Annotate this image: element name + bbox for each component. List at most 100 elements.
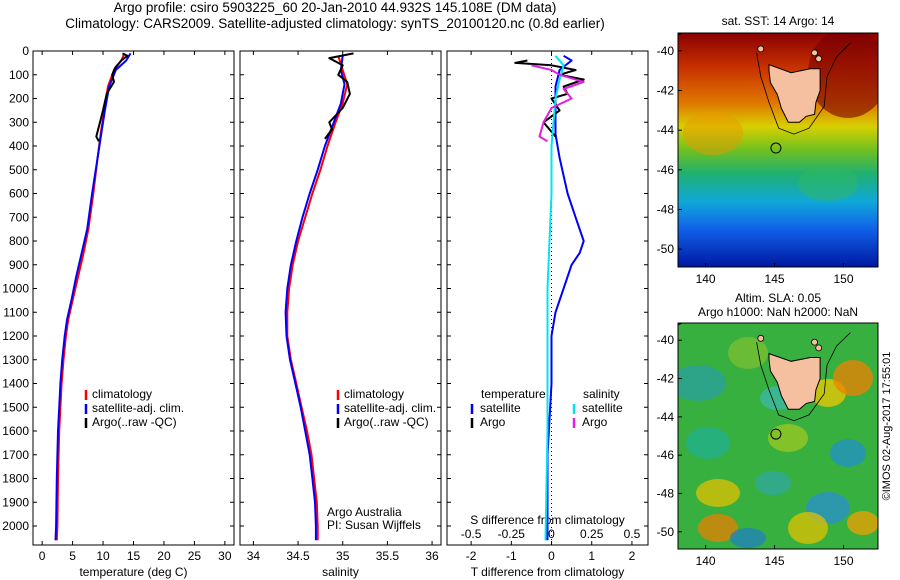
sla-anomaly-patch <box>678 365 726 401</box>
depth-tick-label: 1800 <box>2 472 29 486</box>
legend-title-temperature: temperature <box>481 387 546 401</box>
sla-anomaly-patch <box>847 511 878 535</box>
sla-anomaly-patch <box>696 479 740 507</box>
salinity-xtick-label: 35.5 <box>376 549 400 563</box>
difference-legend-label: Argo <box>480 415 506 429</box>
difference-series-sal_argo-line <box>531 64 585 143</box>
salinity-difference-tick-label: -0.25 <box>498 527 526 541</box>
bass-strait-island <box>815 344 823 352</box>
bathymetry-contour <box>756 332 851 422</box>
salinity-xtick-label: 35 <box>336 549 350 563</box>
argo-location-marker <box>770 428 782 440</box>
sla-anomaly-patch <box>768 424 808 452</box>
difference-xtick-label: -2 <box>466 549 477 563</box>
copyright-stamp-text: ©IMOS 02-Aug-2017 17:55:01 <box>881 351 893 501</box>
temperature-xtick-label: 20 <box>157 549 171 563</box>
sla-map-tasmania <box>768 352 821 410</box>
salinity-xlabel: salinity <box>322 565 359 579</box>
sst-map-ytick-label: -40 <box>657 44 675 58</box>
sla-anomaly-patch <box>686 427 730 459</box>
depth-tick-label: 1900 <box>2 495 29 509</box>
bathymetry-contour <box>756 42 851 135</box>
salinity-difference-tick-label: 0 <box>548 527 555 541</box>
temperature-plot-frame <box>32 50 235 546</box>
bass-strait-island <box>811 49 818 57</box>
sla-map-xtick-label: 140 <box>696 554 716 568</box>
sla-map-image <box>678 323 878 549</box>
sla-map-ytick-label: -42 <box>657 372 675 386</box>
sst-map-ytick-label: -44 <box>657 123 675 137</box>
sla-anomaly-patch <box>830 439 866 467</box>
institution-annotation: Argo Australia <box>327 505 402 519</box>
difference-xtick-label: 1 <box>588 549 595 563</box>
sla-map-ytick-label: -44 <box>657 410 675 424</box>
depth-tick-label: 100 <box>9 68 29 82</box>
salinity-legend-label: satellite-adj. clim. <box>344 401 436 415</box>
depth-tick-label: 1200 <box>2 329 29 343</box>
sst-map-title: sat. SST: 14 Argo: 14 <box>722 14 835 28</box>
sla-anomaly-patch <box>730 528 766 548</box>
legend-title-salinity: salinity <box>583 387 620 401</box>
sst-map-frame <box>677 32 879 268</box>
sst-map-ytick-label: -48 <box>657 202 675 216</box>
temperature-xtick-label: 25 <box>188 549 202 563</box>
argo-location-marker <box>770 142 782 154</box>
temperature-xtick-label: 30 <box>218 549 232 563</box>
depth-tick-label: 0 <box>22 44 29 58</box>
sst-map-ytick-label: -50 <box>657 242 675 256</box>
sst-map-tasmania <box>768 63 821 123</box>
difference-legend-label: satellite <box>582 401 623 415</box>
depth-tick-label: 1700 <box>2 448 29 462</box>
salinity-difference-tick-label: 0.5 <box>624 527 641 541</box>
sst-map-xtick-label: 140 <box>696 272 716 286</box>
temperature-legend-label: Argo(..raw -QC) <box>92 415 177 429</box>
figure-title-line1: Argo profile: csiro 5903225_60 20-Jan-20… <box>113 0 557 15</box>
figure-title-line2: Climatology: CARS2009. Satellite-adjuste… <box>65 16 605 31</box>
difference-xlabel: T difference from climatology <box>471 565 625 579</box>
sla-map-title: Altim. SLA: 0.05 <box>735 291 821 305</box>
salinity-legend-label: climatology <box>344 387 404 401</box>
sst-map-ytick-label: -46 <box>657 163 675 177</box>
difference-xtick-label: 2 <box>629 549 636 563</box>
figure-titles: Argo profile: csiro 5903225_60 20-Jan-20… <box>0 0 670 32</box>
temperature-legend-label: satellite-adj. clim. <box>92 401 184 415</box>
sst-map-ytick-label: -42 <box>657 84 675 98</box>
difference-series-satellite-line <box>546 54 585 541</box>
depth-tick-label: 1600 <box>2 424 29 438</box>
depth-tick-label: 600 <box>9 187 29 201</box>
depth-tick-label: 1300 <box>2 353 29 367</box>
difference-xtick-label: 0 <box>548 549 555 563</box>
depth-tick-label: 300 <box>9 115 29 129</box>
depth-tick-label: 800 <box>9 234 29 248</box>
difference-legend-label: Argo <box>582 415 608 429</box>
bass-strait-island <box>815 55 823 63</box>
sla-map-frame <box>677 322 879 550</box>
salinity-xtick-label: 34.5 <box>286 549 310 563</box>
depth-tick-label: 1500 <box>2 400 29 414</box>
difference-series-sal_satellite-line <box>544 55 565 541</box>
salinity-series-climatology-line <box>286 55 349 541</box>
sla-anomaly-patch <box>698 514 738 542</box>
depth-tick-label: 2000 <box>2 519 29 533</box>
temperature-legend-label: climatology <box>92 387 152 401</box>
temperature-xtick-label: 10 <box>96 549 110 563</box>
sla-anomaly-patch <box>788 512 828 544</box>
sla-map-ytick-label: -40 <box>657 333 675 347</box>
bass-strait-island <box>811 338 818 346</box>
sla-map-xtick-label: 145 <box>765 554 785 568</box>
sla-map-xtick-label: 150 <box>834 554 854 568</box>
sst-map-xtick-label: 150 <box>834 272 854 286</box>
temperature-xtick-label: 0 <box>39 549 46 563</box>
salinity-difference-tick-label: -0.5 <box>461 527 482 541</box>
depth-tick-label: 400 <box>9 139 29 153</box>
depth-tick-label: 1400 <box>2 377 29 391</box>
difference-series-argo-line <box>514 59 585 138</box>
sla-map-subtitle: Argo h1000: NaN h2000: NaN <box>698 305 858 319</box>
bass-strait-island <box>757 334 765 342</box>
difference-xtick-label: -1 <box>506 549 517 563</box>
bass-strait-island <box>757 45 765 53</box>
depth-tick-label: 200 <box>9 92 29 106</box>
sla-map-ytick-label: -48 <box>657 486 675 500</box>
salinity-xtick-label: 36 <box>425 549 439 563</box>
sla-anomaly-patch <box>728 337 768 369</box>
